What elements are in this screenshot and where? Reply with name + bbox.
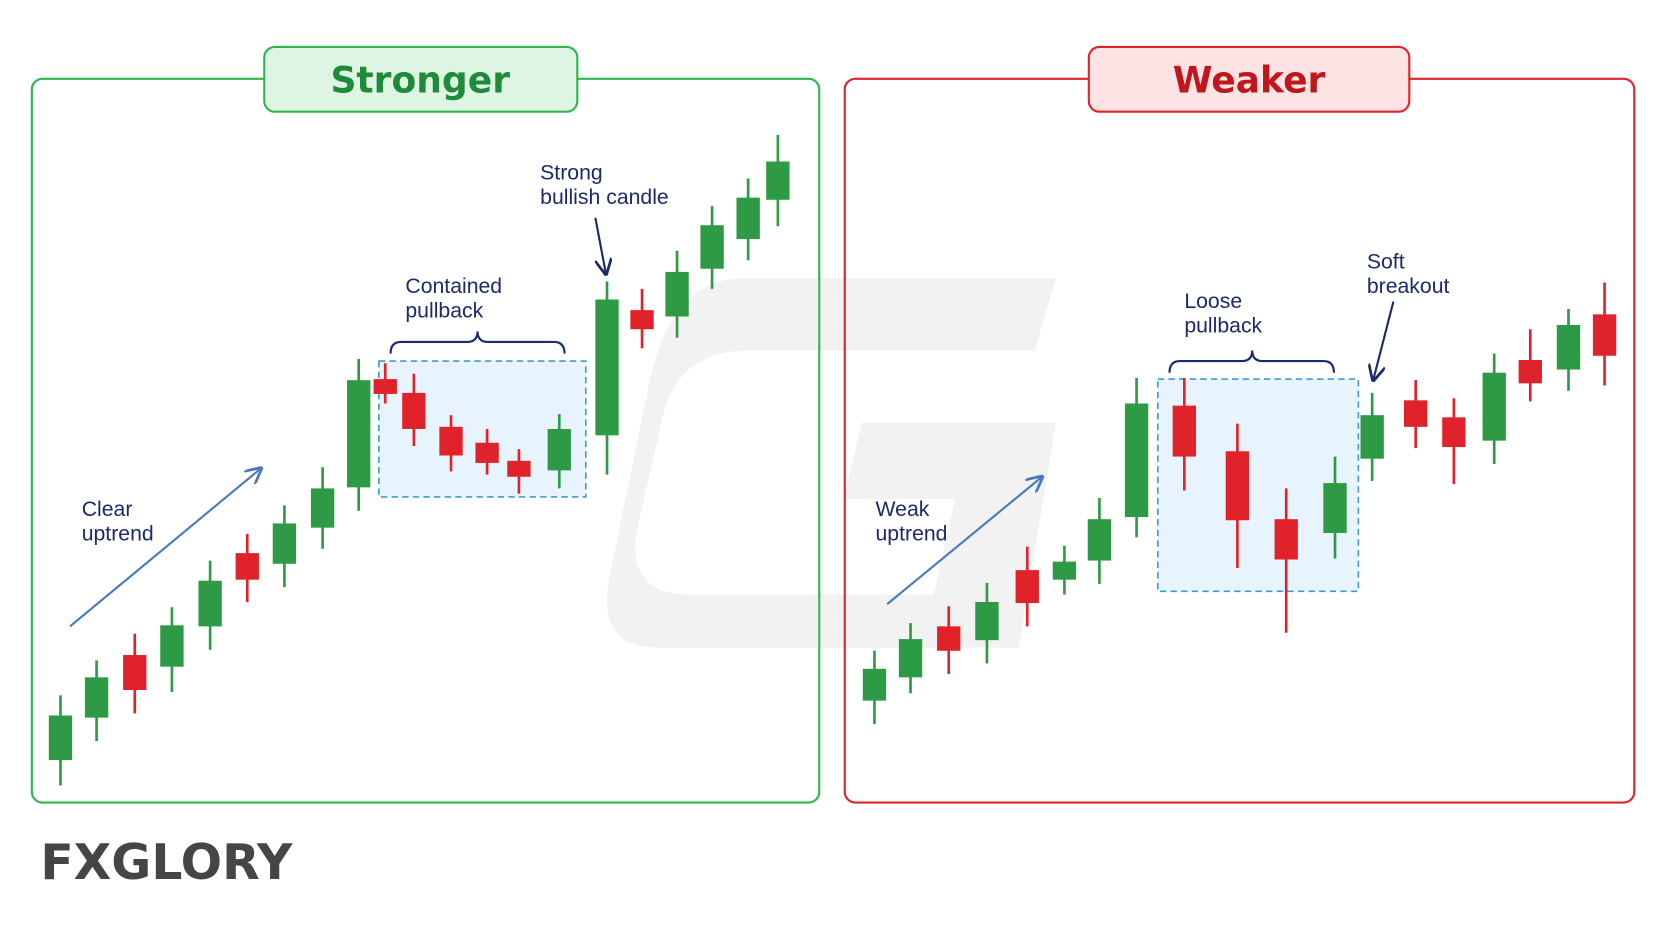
trend-arrow (886, 477, 1042, 605)
candle-body (272, 523, 297, 564)
title-box (263, 45, 579, 113)
candle-body (310, 488, 335, 528)
candle-body (1274, 519, 1298, 560)
annotation: Weak (876, 498, 930, 521)
candle-body (547, 428, 571, 471)
panel-title: Weaker (1173, 60, 1326, 102)
candle-body (1442, 417, 1466, 448)
pointer-arrow (1373, 301, 1395, 381)
annotation: bullish candle (540, 186, 669, 209)
candle-body (1015, 570, 1039, 604)
annotation: pullback (405, 300, 483, 323)
candle-body (1556, 324, 1581, 370)
annotation: Soft (1367, 251, 1405, 274)
trend-arrow (69, 468, 261, 628)
candle-body (665, 271, 689, 317)
candle-body (1087, 519, 1112, 561)
candle-body (235, 553, 259, 580)
annotation: Strong (540, 162, 603, 185)
brace (389, 331, 566, 354)
candle-body (1518, 360, 1542, 384)
candle-body (507, 460, 531, 477)
candle-body (160, 625, 184, 667)
candle-body (630, 310, 654, 330)
annotation: uptrend (82, 522, 154, 545)
candle-body (48, 715, 73, 761)
logo: FXGLORY (40, 834, 293, 891)
labels: ClearuptrendContainedpullbackStrongbulli… (82, 162, 1450, 546)
candle-body (402, 392, 426, 429)
candle-body (439, 426, 463, 456)
annotation: Clear (82, 498, 133, 521)
annotation: Loose (1184, 290, 1242, 313)
candle-body (1172, 405, 1196, 457)
annotation: Contained (405, 275, 502, 298)
candle-body (1360, 415, 1384, 459)
candle-body (937, 626, 961, 651)
brace (1168, 350, 1336, 373)
candle-body (1482, 372, 1506, 441)
pointer-arrow (594, 217, 606, 274)
candle-body (347, 380, 371, 488)
watermark (607, 278, 1056, 648)
candle-body (898, 639, 923, 678)
annotation: breakout (1367, 275, 1450, 298)
candle-body (736, 197, 760, 240)
candle-body (700, 225, 724, 269)
candle-body (1592, 314, 1617, 356)
candle-body (373, 379, 397, 394)
panel-title: Stronger (330, 60, 510, 102)
candle-body (475, 442, 499, 463)
candle-body (1124, 403, 1149, 518)
candle-body (1052, 561, 1077, 580)
candle-body (1323, 483, 1347, 533)
annotation: uptrend (876, 522, 948, 545)
candle-body (862, 668, 887, 701)
annotation: pullback (1184, 314, 1262, 337)
candle-body (84, 677, 109, 718)
candle-body (975, 601, 999, 641)
candle-body (595, 299, 619, 436)
candle-body (198, 580, 222, 627)
candle-body (123, 655, 147, 691)
candle-body (766, 161, 790, 200)
candle-body (1404, 400, 1428, 427)
candles (48, 135, 1617, 786)
title-box (1087, 45, 1411, 113)
candle-body (1225, 451, 1250, 521)
